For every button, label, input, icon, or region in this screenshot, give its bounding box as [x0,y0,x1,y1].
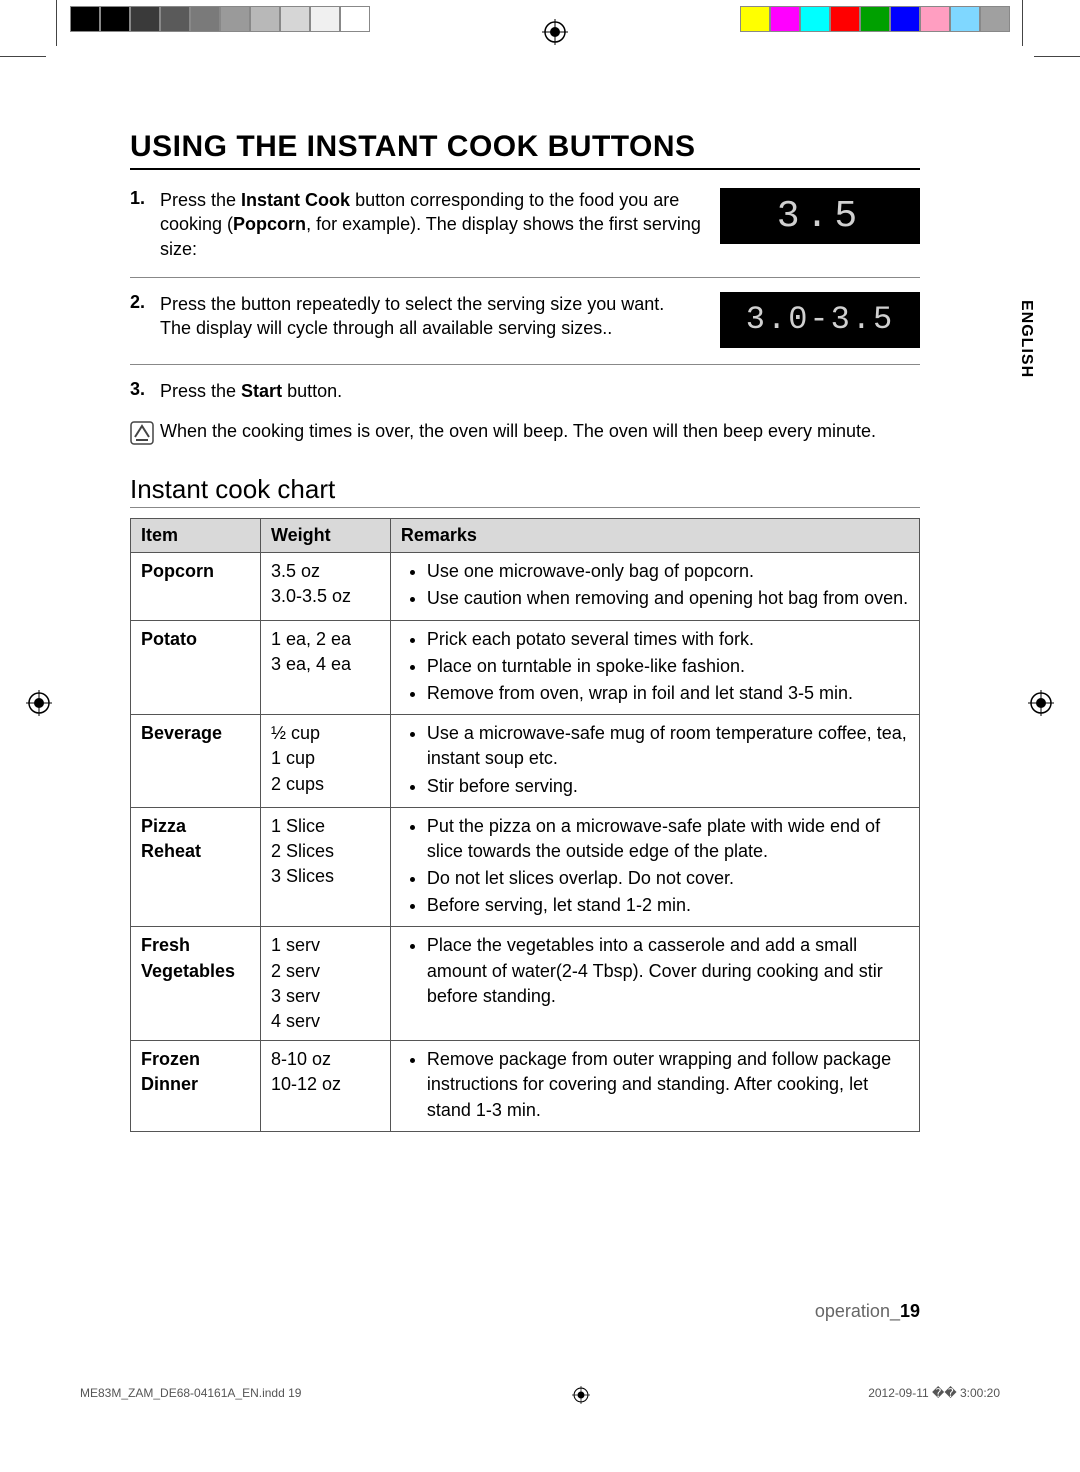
footer-section-name: operation [815,1301,890,1321]
remarks-cell: Remove package from outer wrapping and f… [390,1041,919,1132]
swatch [980,6,1010,32]
instruction-step: 3.Press the Start button. [130,375,920,415]
item-cell: Popcorn [131,553,261,620]
microwave-display: 3.5 [720,188,920,244]
step-text: Press the Instant Cook button correspond… [160,188,712,261]
instant-cook-chart-table: ItemWeightRemarks Popcorn3.5 oz 3.0-3.5 … [130,518,920,1132]
table-row: Popcorn3.5 oz 3.0-3.5 ozUse one microwav… [131,553,920,620]
remark-item: Place on turntable in spoke-like fashion… [427,654,909,679]
swatch [160,6,190,32]
page-content: USING THE INSTANT COOK BUTTONS 1.Press t… [130,130,920,1132]
note-icon [130,419,160,450]
remark-item: Put the pizza on a microwave-safe plate … [427,814,909,864]
note-text: When the cooking times is over, the oven… [160,419,876,443]
print-timestamp: 2012-09-11 �� 3:00:20 [868,1386,1000,1412]
instruction-step: 2.Press the button repeatedly to select … [130,288,920,360]
swatch [340,6,370,32]
step-number: 1. [130,188,160,209]
table-row: Pizza Reheat1 Slice 2 Slices 3 Slices Put… [131,807,920,927]
remark-item: Stir before serving. [427,774,909,799]
chart-title: Instant cook chart [130,474,920,508]
weight-cell: 3.5 oz 3.0-3.5 oz [260,553,390,620]
table-row: Frozen Dinner8-10 oz 10-12 oz Remove pack… [131,1041,920,1132]
table-row: Beverage½ cup 1 cup 2 cups Use a microwav… [131,715,920,808]
weight-cell: 8-10 oz 10-12 oz [260,1041,390,1132]
swatch [310,6,340,32]
table-header: Weight [260,519,390,553]
remark-item: Use one microwave-only bag of popcorn. [427,559,909,584]
swatch [740,6,770,32]
crop-mark [56,0,57,46]
swatch [100,6,130,32]
section-title: USING THE INSTANT COOK BUTTONS [130,130,920,170]
step-separator [130,277,920,278]
swatch [830,6,860,32]
remark-item: Remove from oven, wrap in foil and let s… [427,681,909,706]
item-cell: Beverage [131,715,261,808]
step-separator [130,364,920,365]
table-row: Fresh Vegetables1 serv 2 serv 3 serv 4 s… [131,927,920,1041]
weight-cell: ½ cup 1 cup 2 cups [260,715,390,808]
printer-color-bar [0,6,1080,32]
table-header: Remarks [390,519,919,553]
swatch [920,6,950,32]
step-number: 3. [130,379,160,400]
grayscale-swatches [70,6,370,32]
swatch [860,6,890,32]
item-cell: Frozen Dinner [131,1041,261,1132]
item-cell: Potato [131,620,261,715]
step-text: Press the button repeatedly to select th… [160,292,712,341]
remark-item: Place the vegetables into a casserole an… [427,933,909,1009]
remark-item: Use a microwave-safe mug of room tempera… [427,721,909,771]
step-number: 2. [130,292,160,313]
crop-mark [0,56,46,57]
remark-item: Do not let slices overlap. Do not cover. [427,866,909,891]
print-file-name: ME83M_ZAM_DE68-04161A_EN.indd 19 [80,1386,301,1412]
page-footer: operation_19 [130,1301,920,1322]
swatch [890,6,920,32]
microwave-display: 3.0-3.5 [720,292,920,348]
swatch [280,6,310,32]
registration-mark-icon [572,1386,598,1412]
registration-mark-icon [26,690,52,716]
remarks-cell: Use one microwave-only bag of popcorn.Us… [390,553,919,620]
item-cell: Fresh Vegetables [131,927,261,1041]
language-side-label: ENGLISH [1017,300,1035,378]
color-swatches [740,6,1010,32]
remarks-cell: Place the vegetables into a casserole an… [390,927,919,1041]
remark-item: Remove package from outer wrapping and f… [427,1047,909,1123]
registration-mark-icon [542,19,568,45]
remarks-cell: Put the pizza on a microwave-safe plate … [390,807,919,927]
registration-mark-icon [1028,690,1054,716]
crop-mark [1034,56,1080,57]
crop-mark [1022,0,1023,46]
weight-cell: 1 ea, 2 ea 3 ea, 4 ea [260,620,390,715]
remark-item: Before serving, let stand 1-2 min. [427,893,909,918]
print-job-footer: ME83M_ZAM_DE68-04161A_EN.indd 19 2012-09… [80,1386,1000,1412]
remark-item: Use caution when removing and opening ho… [427,586,909,611]
step-text: Press the Start button. [160,379,920,403]
swatch [250,6,280,32]
table-row: Potato1 ea, 2 ea 3 ea, 4 ea Prick each po… [131,620,920,715]
swatch [950,6,980,32]
swatch [770,6,800,32]
note-row: When the cooking times is over, the oven… [130,419,920,450]
remarks-cell: Prick each potato several times with for… [390,620,919,715]
item-cell: Pizza Reheat [131,807,261,927]
swatch [190,6,220,32]
swatch [70,6,100,32]
weight-cell: 1 Slice 2 Slices 3 Slices [260,807,390,927]
table-header: Item [131,519,261,553]
swatch [130,6,160,32]
footer-page-number: 19 [900,1301,920,1321]
swatch [220,6,250,32]
instruction-step: 1.Press the Instant Cook button correspo… [130,184,920,273]
remark-item: Prick each potato several times with for… [427,627,909,652]
remarks-cell: Use a microwave-safe mug of room tempera… [390,715,919,808]
weight-cell: 1 serv 2 serv 3 serv 4 serv [260,927,390,1041]
swatch [800,6,830,32]
